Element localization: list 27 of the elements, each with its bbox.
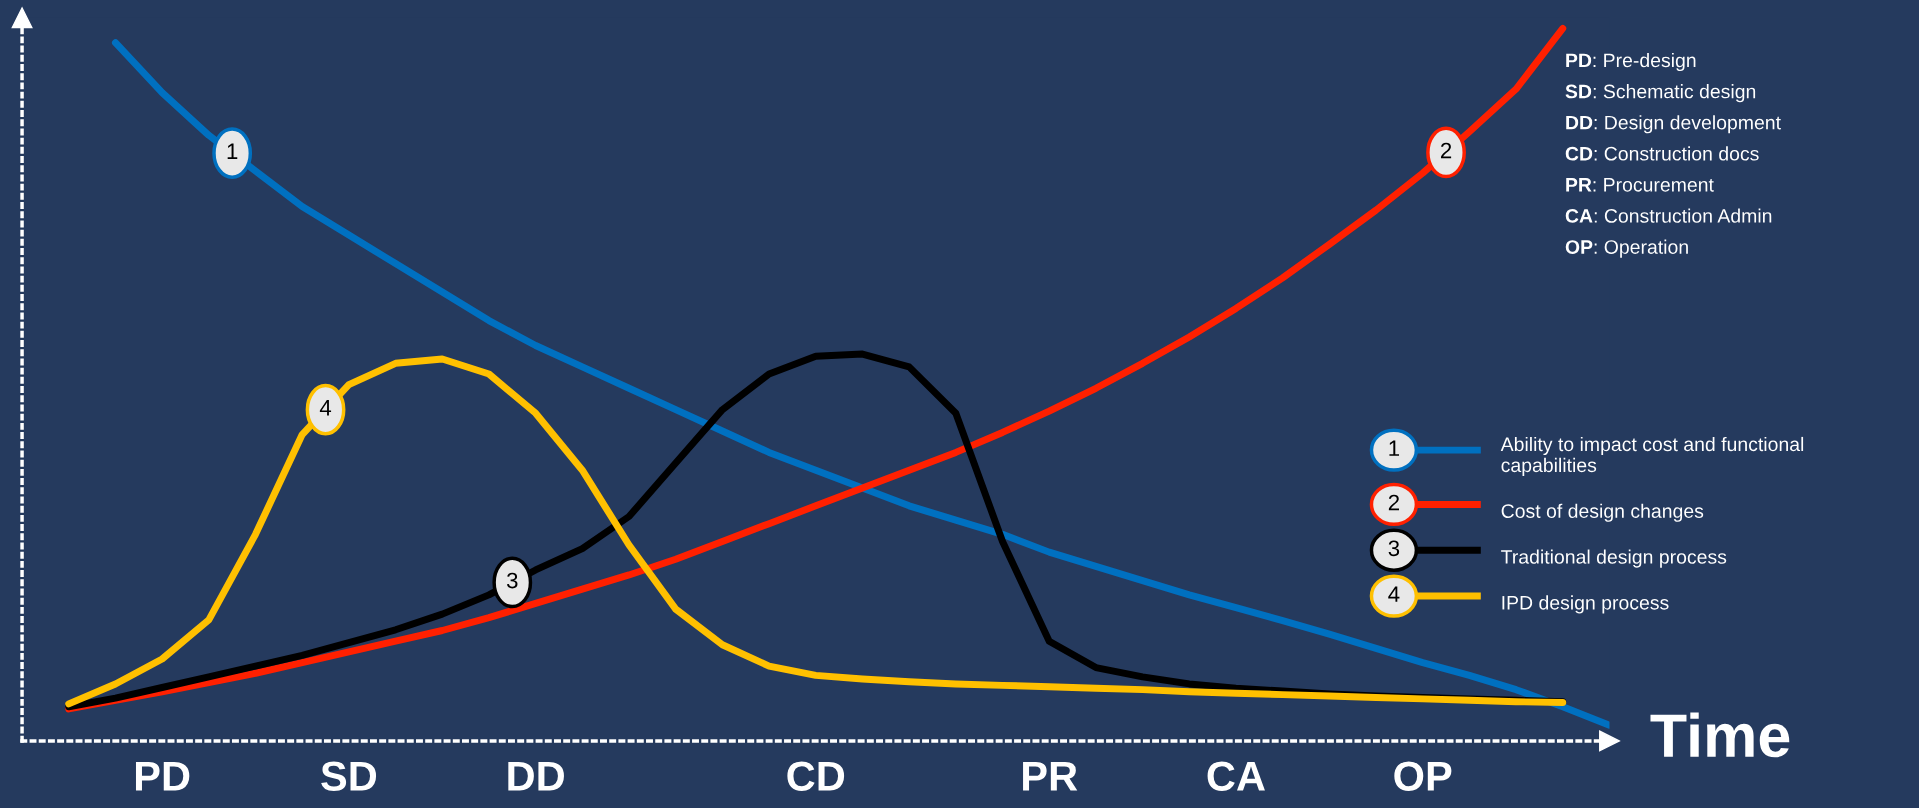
annotation: 3 — [506, 572, 518, 589]
annotation: PD: Pre-design — [1566, 52, 1696, 72]
legend-label: Ability to impact cost and functional capabilities — [1500, 436, 1804, 476]
x-tick-label: CA — [1207, 761, 1265, 791]
x-tick-label: PR — [1023, 761, 1078, 791]
annotation: 4 — [319, 400, 332, 416]
legend-label: Traditional design process — [1501, 549, 1727, 568]
annotation: CD: Construction docs — [1565, 146, 1759, 161]
x-tick-label: DD — [508, 761, 564, 791]
text: 4 — [1388, 586, 1400, 602]
x-tick-label: PD — [135, 761, 190, 791]
x-tick-label: SD — [321, 761, 377, 791]
text: 1 — [1389, 440, 1400, 456]
annotation: OP: Operation — [1565, 239, 1688, 258]
legend-label: Cost of design changes — [1501, 503, 1704, 522]
annotation: DD: Design development — [1566, 115, 1781, 134]
x-axis-title: Time — [1650, 712, 1790, 758]
text: 3 — [1388, 540, 1400, 557]
annotation: PR: Procurement — [1566, 178, 1714, 192]
annotation: 2 — [1441, 142, 1452, 159]
annotation: SD: Schematic design — [1565, 84, 1756, 103]
annotation: CA: Construction Admin — [1565, 208, 1772, 223]
text: 2 — [1388, 494, 1399, 511]
legend-label: IPD design process — [1502, 595, 1669, 614]
x-tick-label: CD — [787, 761, 845, 791]
x-tick-label: OP — [1394, 761, 1452, 791]
annotation: 1 — [227, 143, 238, 159]
